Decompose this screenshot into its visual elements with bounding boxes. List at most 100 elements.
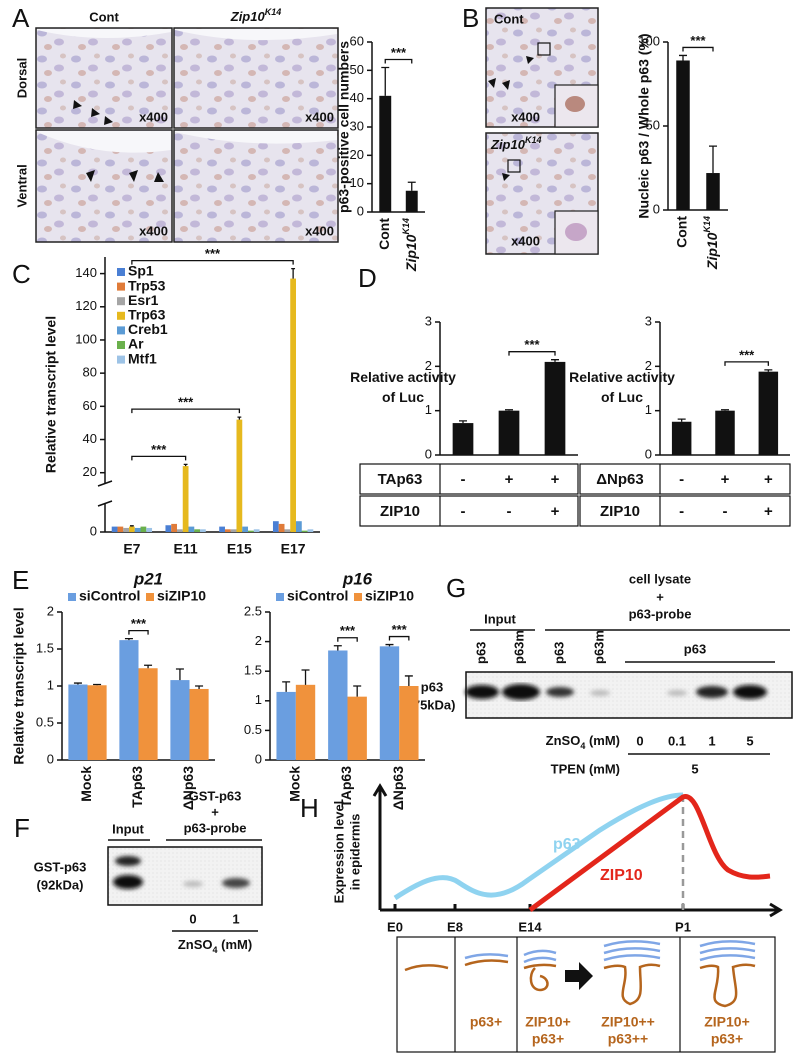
basal-layer [404, 964, 449, 972]
bar [758, 371, 779, 455]
inset-nucleus [565, 223, 587, 241]
band-label: (92kDa) [37, 877, 84, 892]
stage-label: p63+ [711, 1031, 743, 1047]
bar [379, 646, 400, 760]
epidermal-layer [464, 953, 509, 960]
x-tick-label: Mock [78, 766, 94, 802]
band [696, 686, 728, 698]
x-tick-label: Zip10K14 [401, 218, 418, 272]
panel-label: E [12, 565, 29, 595]
magnification: x400 [305, 223, 334, 238]
bar [290, 278, 297, 532]
table-cell: + [551, 503, 560, 520]
table-cell: - [679, 471, 684, 488]
axis-label: Expression level [331, 801, 346, 904]
x-axis [380, 902, 783, 918]
table-cell: - [679, 503, 684, 520]
x-tick-label: Cont [376, 218, 392, 250]
micrograph [173, 129, 339, 243]
x-tick-label: E17 [281, 541, 306, 557]
bar [194, 529, 201, 532]
lane-label: p63m [591, 630, 606, 664]
y-tick-label: 0 [645, 446, 652, 461]
y-tick-label: 140 [75, 265, 97, 280]
p63-curve [393, 792, 684, 901]
table-cell: + [764, 471, 773, 488]
column-label: Zip10K14 [230, 7, 281, 24]
header: GST-p63 [189, 788, 242, 803]
column-label: Cont [89, 9, 119, 24]
band [465, 685, 499, 699]
bar [296, 521, 302, 532]
micrograph [173, 27, 339, 129]
y-tick-label: 0.5 [244, 722, 262, 737]
bar [87, 685, 107, 760]
bar [117, 526, 124, 532]
panel-label: A [12, 3, 30, 33]
chart-title: p21 [133, 569, 163, 588]
y-axis-label: of Luc [382, 389, 424, 405]
follicle [603, 963, 661, 1006]
x-tick-label: TAp63 [338, 766, 354, 808]
bar [706, 173, 720, 210]
legend-swatch [117, 355, 125, 364]
x-label: P1 [675, 919, 691, 934]
error-bar [301, 669, 310, 685]
table-row [579, 495, 791, 527]
x-tick [393, 904, 685, 910]
y-tick-label: 1.5 [244, 663, 262, 678]
lane-label: p63 [473, 642, 488, 664]
panel-label: G [446, 573, 466, 603]
error-bar [93, 683, 102, 686]
epidermal-layer [523, 949, 557, 964]
axis-label: ZnSO4 (mM) [178, 937, 252, 955]
bar [671, 421, 692, 455]
bar [399, 686, 419, 760]
significance-label: *** [131, 616, 147, 631]
significance-label: *** [205, 246, 221, 261]
error-bar [353, 685, 362, 697]
significance-bracket [508, 351, 556, 356]
bar [328, 650, 348, 760]
bar [123, 527, 129, 532]
error-bar [144, 664, 153, 669]
bar [134, 527, 141, 532]
label-part: (mM) [218, 937, 253, 952]
chart-title: p16 [342, 569, 373, 588]
table-row [359, 463, 579, 495]
axis-break [99, 483, 111, 503]
bar [284, 529, 291, 532]
legend-swatch [117, 311, 125, 320]
band-label: GST-p63 [34, 859, 87, 874]
axis-break-mark [97, 480, 113, 507]
bar [119, 640, 139, 760]
y-tick-label: 2 [255, 633, 262, 648]
table-cell: + [764, 503, 773, 520]
micrograph [35, 27, 173, 129]
significance-bracket [337, 637, 358, 642]
y-tick-label: 1 [47, 677, 54, 692]
axis-label: in epidermis [347, 814, 362, 891]
legend-label: Ar [128, 336, 144, 352]
y-axis-label: p63-positive cell numbers [336, 41, 352, 213]
band [183, 881, 203, 887]
legend-label: siControl [79, 588, 140, 604]
bar [140, 526, 147, 532]
x-tick-label: TAp63 [129, 766, 145, 808]
band [502, 684, 540, 700]
y-tick-label: 40 [83, 431, 97, 446]
error-bar [505, 409, 513, 411]
x-tick-label: E7 [123, 541, 140, 557]
significance-label: *** [178, 395, 194, 410]
table-cell: + [505, 471, 514, 488]
y-tick-label: 0 [90, 523, 97, 538]
x-tick-label-part: Zip10 [704, 232, 720, 270]
level: 0 [189, 911, 196, 926]
x-label: E8 [447, 919, 463, 934]
error-bar [709, 145, 717, 174]
legend-label: Sp1 [128, 263, 154, 279]
label-part: 4 [212, 945, 217, 955]
row-label: Ventral [14, 164, 29, 207]
legend-swatch [276, 593, 284, 601]
y-tick-label: 60 [83, 398, 97, 413]
